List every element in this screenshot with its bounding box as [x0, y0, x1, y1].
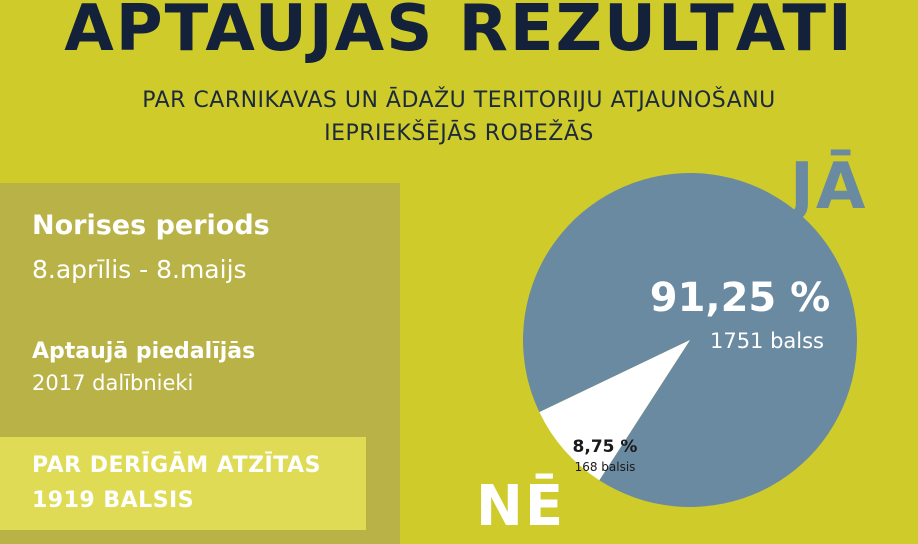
participants-label: Aptaujā piedalījās: [32, 339, 256, 364]
valid-votes-box: [0, 437, 366, 530]
yes-series-label: JĀ: [790, 150, 868, 224]
period-label: Norises periods: [32, 210, 270, 241]
yes-percent-label: 91,25 %: [650, 275, 831, 321]
valid-votes-line-1: PAR DERĪGĀM ATZĪTAS: [32, 453, 321, 478]
pie-slice-yes: [522, 173, 857, 508]
subtitle-line-2: IEPRIEKŠĒJĀS ROBEŽĀS: [324, 121, 594, 146]
no-series-label: NĒ: [476, 474, 566, 539]
period-value: 8.aprīlis - 8.maijs: [32, 255, 247, 284]
no-votes-label: 168 balsis: [575, 460, 636, 474]
pie-slice-no: [539, 340, 690, 481]
page-title: APTAUJAS REZULTĀTI: [64, 0, 854, 66]
participants-value: 2017 dalībnieki: [32, 371, 194, 395]
yes-votes-label: 1751 balss: [710, 329, 824, 353]
valid-votes-line-2: 1919 BALSIS: [32, 488, 195, 513]
subtitle-line-1: PAR CARNIKAVAS UN ĀDAŽU TERITORIJU ATJAU…: [142, 88, 776, 113]
no-percent-label: 8,75 %: [573, 437, 638, 457]
